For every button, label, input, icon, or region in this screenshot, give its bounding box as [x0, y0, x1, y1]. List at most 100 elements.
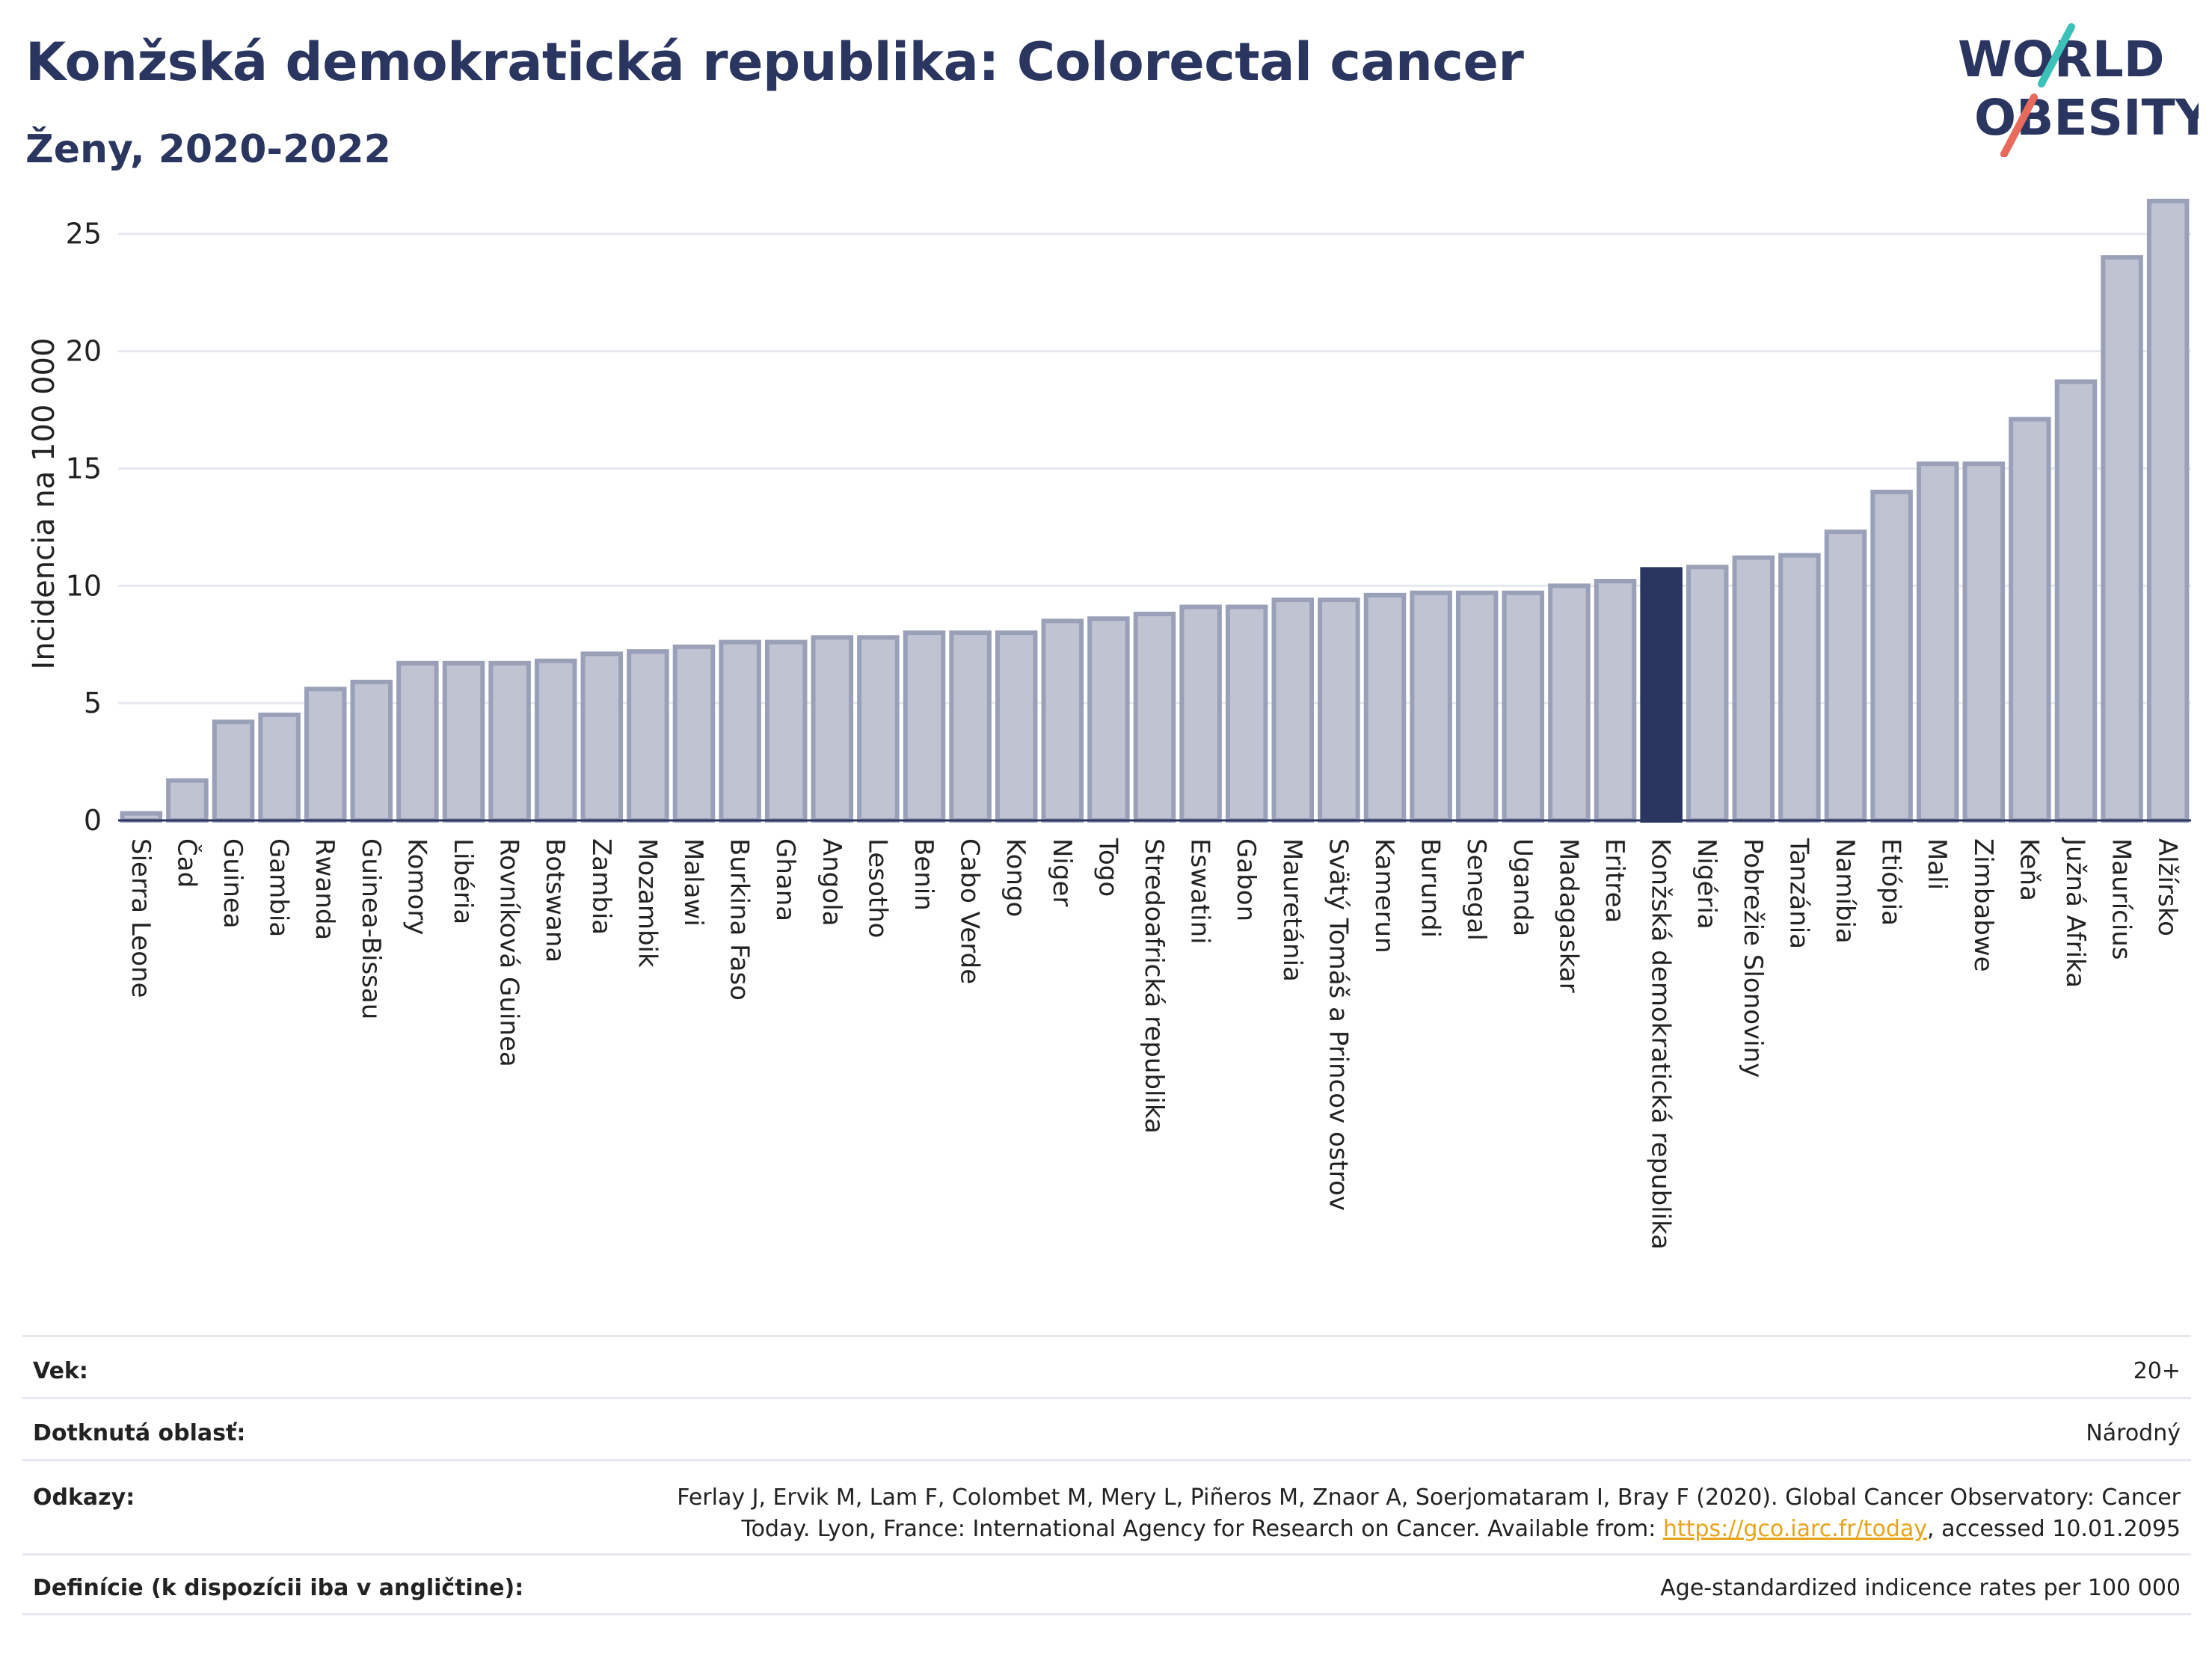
bar	[949, 630, 992, 823]
x-category-label: Ghana	[770, 838, 800, 921]
bar	[764, 639, 808, 823]
x-category-label: Benin	[909, 838, 938, 911]
bar	[350, 679, 393, 823]
logo-accent-coral	[2000, 93, 2038, 157]
bar	[995, 630, 1038, 823]
y-tick-label: 20	[66, 335, 102, 368]
bar	[1363, 592, 1407, 823]
chart-title: Konžská demokratická republika: Colorect…	[25, 31, 1524, 93]
y-tick-label: 5	[84, 687, 102, 719]
x-category-label: Etiópia	[1876, 838, 1906, 926]
bar	[903, 630, 946, 823]
footer-row-references: Odkazy: Ferlay J, Ervik M, Lam F, Colomb…	[22, 1459, 2191, 1553]
age-value: 20+	[2133, 1358, 2181, 1384]
references-line-1: Ferlay J, Ervik M, Lam F, Colombet M, Me…	[677, 1484, 2181, 1511]
definitions-value: Age-standardized indicence rates per 100…	[1660, 1575, 2181, 1601]
x-category-label: Guinea	[218, 838, 248, 929]
x-category-label: Burkina Faso	[725, 838, 755, 1001]
bar	[1410, 590, 1452, 823]
x-category-label: Namíbia	[1830, 838, 1860, 944]
x-category-label: Libéria	[448, 838, 478, 924]
y-tick-label: 0	[84, 804, 102, 837]
world-obesity-logo: WORLD OBESITY	[1958, 23, 2199, 157]
bar	[166, 778, 209, 823]
metadata-table: Vek: 20+ Dotknutá oblasť: Národný Odkazy…	[22, 1335, 2191, 1615]
bar	[1271, 598, 1315, 823]
bar	[580, 651, 624, 823]
bar	[1548, 583, 1591, 823]
x-category-label: Angola	[817, 838, 847, 926]
x-category-label: Gambia	[264, 838, 294, 937]
bar	[1962, 461, 2006, 823]
area-label: Dotknutá oblasť:	[33, 1420, 246, 1446]
bar	[396, 660, 439, 823]
area-value: Národný	[2086, 1420, 2181, 1446]
bar	[1179, 604, 1222, 823]
x-category-label: Malawi	[678, 838, 708, 927]
bar	[2054, 379, 2098, 823]
bar	[258, 712, 301, 823]
logo-accent-teal	[2038, 23, 2075, 87]
x-category-label: Senegal	[1461, 838, 1491, 941]
bar	[2101, 255, 2143, 823]
x-category-label: Gabon	[1231, 838, 1261, 921]
references-line-2-post: , accessed 10.01.2095	[1927, 1516, 2181, 1542]
x-category-label: Komory	[402, 838, 431, 935]
x-category-label: Uganda	[1508, 838, 1537, 936]
x-category-label: Burundi	[1416, 838, 1446, 938]
x-category-label: Stredoafrická republika	[1139, 838, 1169, 1134]
x-category-label: Keňa	[2014, 838, 2044, 901]
x-category-label: Konžská demokratická republika	[1646, 838, 1676, 1250]
x-category-label: Južná Afrika	[2060, 837, 2090, 988]
bar	[1916, 461, 1959, 823]
bar	[719, 639, 761, 823]
bar	[1318, 598, 1360, 823]
x-category-label: Kamerun	[1369, 838, 1399, 954]
definitions-label: Definície (k dispozícii iba v angličtine…	[33, 1575, 524, 1601]
gco-link[interactable]: https://gco.iarc.fr/today	[1662, 1516, 1928, 1542]
y-tick-label: 25	[66, 218, 102, 251]
bar	[1225, 604, 1268, 823]
bar	[1824, 529, 1867, 823]
bar	[2146, 198, 2190, 823]
bar	[212, 719, 255, 823]
x-category-label: Guinea-Bissau	[356, 838, 386, 1019]
x-category-label: Maurícius	[2107, 838, 2136, 960]
bar	[1732, 555, 1775, 823]
x-category-label: Čad	[171, 838, 202, 888]
bar	[534, 658, 577, 823]
references-label: Odkazy:	[33, 1484, 135, 1511]
bar	[1041, 618, 1084, 823]
x-category-label: Kongo	[1001, 838, 1030, 917]
x-category-label: Nigéria	[1692, 838, 1721, 930]
x-category-label: Niger	[1047, 838, 1077, 906]
bar	[1686, 565, 1729, 823]
x-category-label: Sierra Leone	[126, 838, 156, 998]
x-category-label: Mozambik	[632, 838, 662, 968]
x-category-label: Eritrea	[1600, 838, 1629, 923]
y-axis-label: Incidencia na 100 000	[27, 338, 61, 670]
x-category-label: Zambia	[586, 838, 616, 935]
x-category-label: Rwanda	[310, 838, 340, 940]
bar	[2009, 417, 2051, 823]
bar	[857, 635, 900, 823]
bar	[1594, 579, 1637, 823]
x-category-label: Svätý Tomáš a Princov ostrov	[1323, 838, 1353, 1211]
bar	[1133, 611, 1176, 823]
bar	[811, 635, 854, 823]
chart-subtitle: Ženy, 2020-2022	[25, 127, 391, 172]
y-tick-label: 10	[66, 569, 102, 602]
bar	[1087, 616, 1130, 823]
bar	[1778, 553, 1821, 823]
bar-highlighted	[1640, 567, 1683, 823]
bar	[1870, 489, 1913, 823]
x-category-label: Mauretánia	[1277, 838, 1307, 982]
references-value: Ferlay J, Ervik M, Lam F, Colombet M, Me…	[677, 1482, 2181, 1545]
bar	[1455, 590, 1499, 823]
bar	[627, 649, 669, 823]
bar	[672, 644, 716, 823]
bar	[442, 660, 485, 823]
x-category-label: Rovníková Guinea	[494, 838, 524, 1067]
x-category-label: Botswana	[540, 838, 570, 962]
x-category-label: Togo	[1093, 838, 1122, 897]
